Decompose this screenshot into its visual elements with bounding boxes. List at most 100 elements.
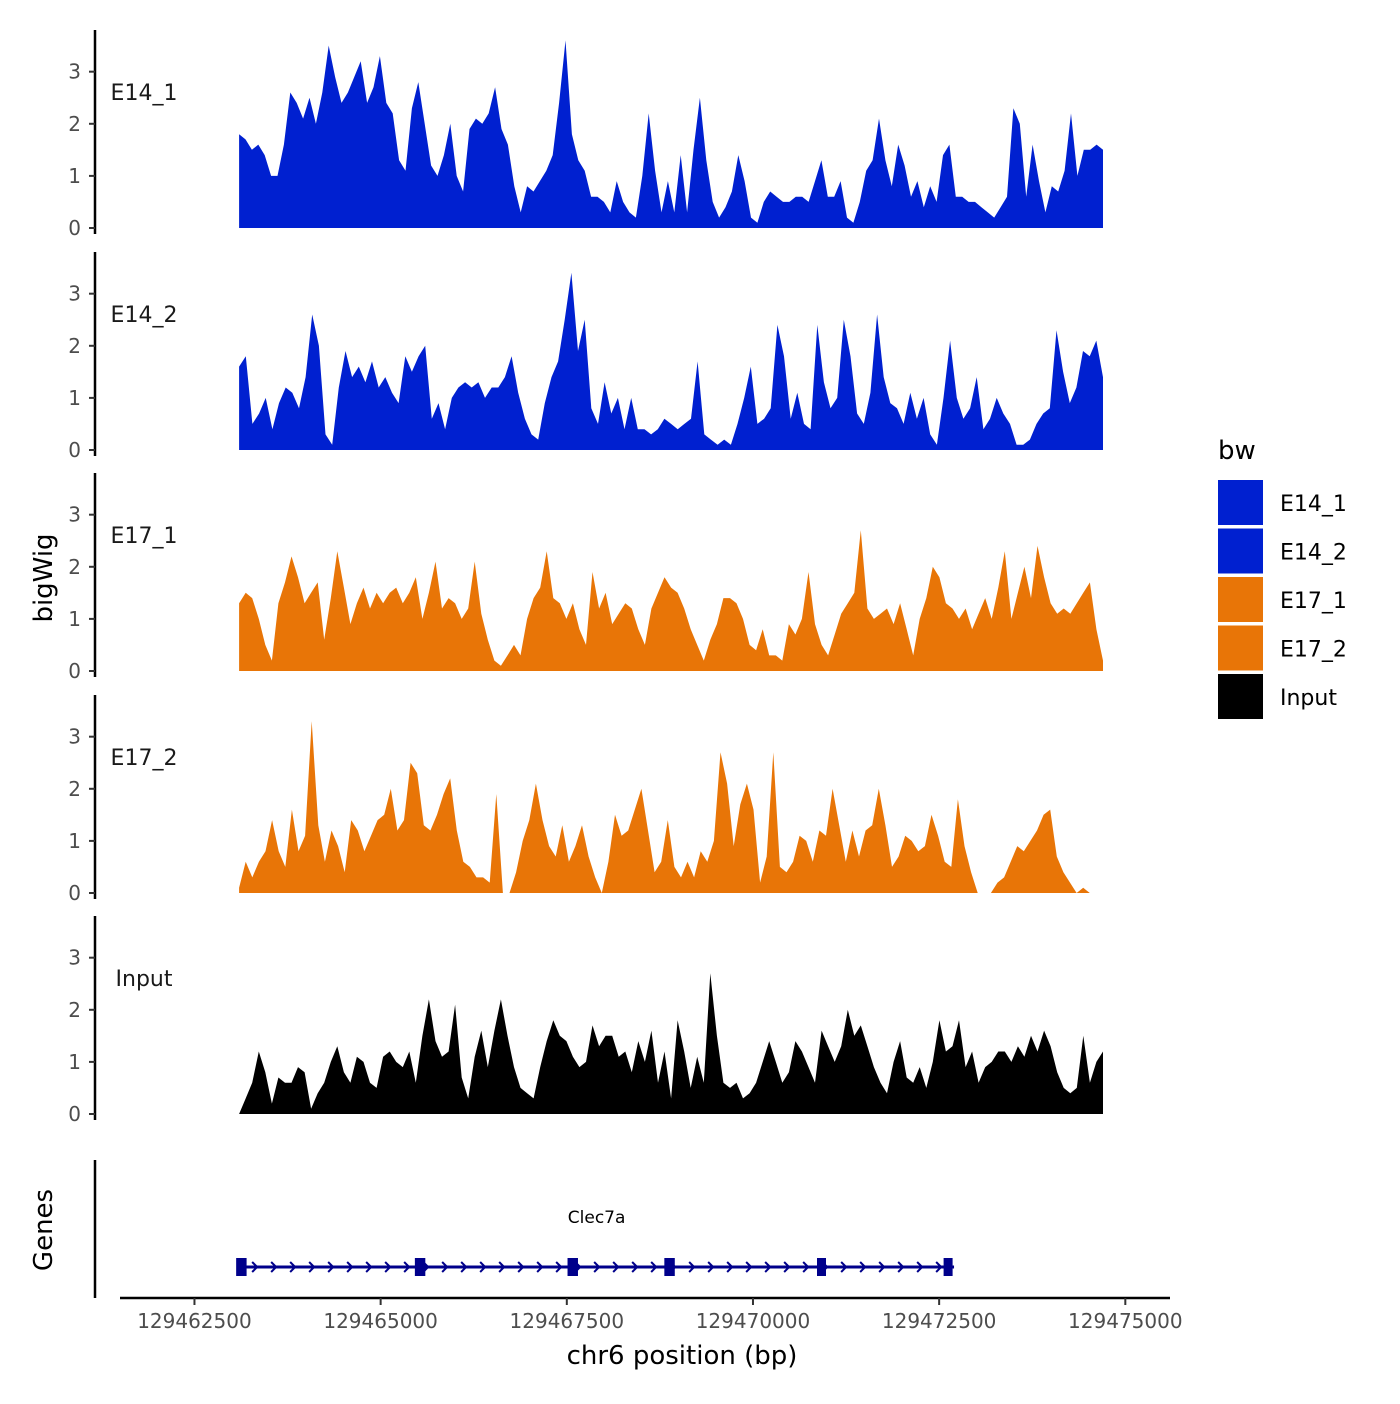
y-tick-label: 1 [68,829,81,853]
genes-axis-title: Genes [29,1189,59,1271]
strand-arrow [745,1261,753,1273]
track-panel-Input: 0 1 2 3 Input [68,916,1104,1126]
y-tick-label: 2 [68,334,81,358]
track-label-E17_2: E17_2 [111,746,178,771]
legend: E14_1 E14_2 E17_1 E17_2 Input [1218,480,1347,719]
track-panel-E17_1: 0 1 2 3 E17_1 [68,473,1104,683]
track-panel-E17_2: 0 1 2 3 E17_2 [68,695,1104,905]
gene-Clec7a: Clec7a [236,1208,955,1276]
strand-arrow [783,1261,791,1273]
y-tick-label: 0 [68,881,81,905]
strand-arrow [612,1261,620,1273]
y-tick-label: 3 [68,60,81,84]
strand-arrow [403,1261,411,1273]
strand-arrow [460,1261,468,1273]
strand-arrow [289,1261,297,1273]
y-tick-label: 3 [68,282,81,306]
track-panel-E14_2: 0 1 2 3 E14_2 [68,252,1104,462]
strand-arrow [840,1261,848,1273]
strand-arrow [536,1261,544,1273]
legend-label: E17_2 [1280,638,1347,663]
exon [236,1258,247,1276]
legend-swatch [1218,577,1263,622]
y-tick-label: 2 [68,777,81,801]
strand-arrow [631,1261,639,1273]
legend-item-E14_2: E14_2 [1218,528,1347,574]
exon [943,1258,953,1276]
strand-arrow [878,1261,886,1273]
strand-arrow [346,1261,354,1273]
track-area-E14_1 [239,40,1104,229]
y-tick-label: 0 [68,1102,81,1126]
x-axis-title: chr6 position (bp) [567,1341,798,1371]
strand-arrow [308,1261,316,1273]
strand-arrow [688,1261,696,1273]
track-label-E17_1: E17_1 [111,524,178,549]
exon [414,1258,426,1276]
y-tick-label: 1 [68,386,81,410]
exon [664,1258,675,1276]
legend-label: E14_2 [1280,541,1347,566]
legend-swatch [1218,528,1263,574]
y-tick-label: 1 [68,1050,81,1074]
legend-item-E17_1: E17_1 [1218,577,1347,622]
y-tick-label: 3 [68,503,81,527]
x-tick-label: 129470000 [696,1309,811,1333]
y-tick-label: 3 [68,946,81,970]
strand-arrow [384,1261,392,1273]
strand-arrow [726,1261,734,1273]
y-tick-label: 0 [68,438,81,462]
legend-swatch [1218,480,1263,525]
strand-arrow [935,1261,943,1273]
strand-arrow [593,1261,601,1273]
legend-item-E14_1: E14_1 [1218,480,1347,525]
track-panel-E14_1: 0 1 2 3 E14_1 [68,30,1104,240]
strand-arrow [764,1261,772,1273]
strand-arrow [802,1261,810,1273]
strand-arrow [707,1261,715,1273]
y-tick-label: 1 [68,164,81,188]
track-panels: 0 1 2 3 E14_1 0 1 2 3 E14_2 0 1 2 3 E17_1 0 1 2 3 E17_2 0 1 2 3… [68,30,1104,1126]
strand-arrow [270,1261,278,1273]
track-area-E17_2 [239,721,1104,893]
x-tick-label: 129472500 [882,1309,997,1333]
y-tick-label: 1 [68,607,81,631]
gene-panel: Clec7a [93,1160,955,1298]
x-tick-label: 129465000 [323,1309,438,1333]
track-area-E17_1 [239,530,1104,671]
x-tick-label: 129462500 [137,1309,252,1333]
strand-arrow [650,1261,658,1273]
strand-arrow [916,1261,924,1273]
strand-arrow [498,1261,506,1273]
y-tick-label: 3 [68,725,81,749]
y-axis-title: bigWig [29,533,59,622]
legend-label: E14_1 [1280,492,1347,517]
legend-item-Input: Input [1218,674,1337,719]
y-tick-label: 2 [68,998,81,1022]
x-axis: 129462500 129465000 129467500 129470000 1294… [120,1296,1183,1333]
y-tick-label: 2 [68,112,81,136]
strand-arrow [365,1261,373,1273]
track-area-E14_2 [239,272,1104,450]
strand-arrow [897,1261,905,1273]
strand-arrow [555,1261,563,1273]
exon [817,1258,826,1276]
track-area-Input [239,973,1104,1114]
legend-swatch [1218,674,1263,719]
legend-title: bw [1218,436,1256,466]
strand-arrow [517,1261,525,1273]
legend-label: Input [1280,686,1337,711]
strand-arrow [251,1261,259,1273]
legend-label: E17_1 [1280,589,1347,614]
strand-arrow [479,1261,487,1273]
track-label-Input: Input [116,967,173,992]
strand-arrow [327,1261,335,1273]
track-label-E14_2: E14_2 [111,303,178,328]
x-tick-label: 129467500 [510,1309,625,1333]
y-tick-label: 2 [68,555,81,579]
legend-item-E17_2: E17_2 [1218,625,1347,671]
exon [567,1258,578,1276]
gene-label: Clec7a [568,1208,626,1228]
legend-swatch [1218,625,1263,671]
